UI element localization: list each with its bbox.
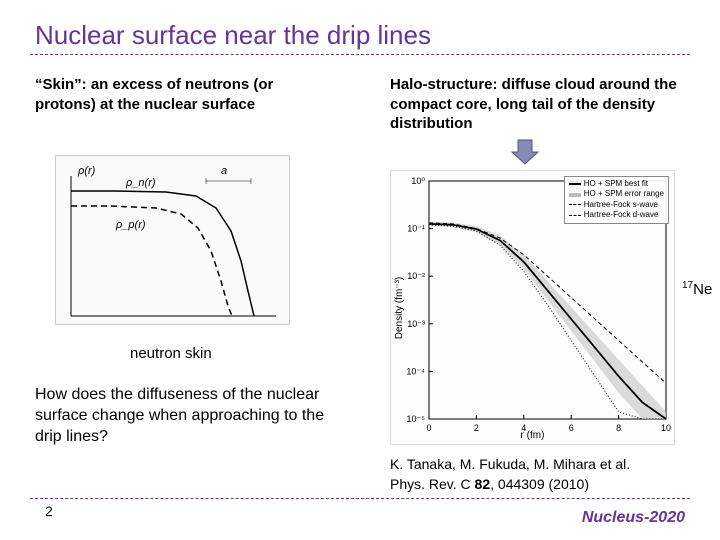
x-axis-label: r (fm) bbox=[521, 430, 545, 441]
footer-divider bbox=[30, 498, 690, 499]
title-divider bbox=[30, 54, 690, 55]
svg-text:10⁰: 10⁰ bbox=[411, 176, 425, 186]
y-axis-label: Density (fm⁻³) bbox=[394, 276, 405, 339]
chart-legend: HO + SPM best fitHO + SPM error rangeHar… bbox=[564, 176, 669, 224]
conference-label: Nucleus-2020 bbox=[582, 509, 685, 527]
halo-description: Halo-structure: diffuse cloud around the… bbox=[390, 75, 690, 134]
svg-text:a: a bbox=[221, 165, 227, 177]
skin-description: “Skin”: an excess of neutrons (or proton… bbox=[35, 75, 325, 114]
slide-title: Nuclear surface near the drip lines bbox=[35, 20, 431, 51]
svg-text:10: 10 bbox=[661, 423, 671, 433]
svg-text:ρ_p(r): ρ_p(r) bbox=[115, 219, 146, 231]
citation-authors: K. Tanaka, M. Fukuda, M. Mihara et al. bbox=[390, 456, 630, 472]
svg-text:ρ_n(r): ρ_n(r) bbox=[125, 177, 156, 189]
svg-text:10⁻⁴: 10⁻⁴ bbox=[406, 366, 425, 376]
neutron-skin-label: neutron skin bbox=[130, 345, 212, 362]
down-arrow-icon bbox=[510, 138, 540, 166]
research-question: How does the diffuseness of the nuclear … bbox=[35, 385, 345, 447]
svg-text:0: 0 bbox=[426, 423, 431, 433]
svg-text:6: 6 bbox=[569, 423, 574, 433]
page-number: 2 bbox=[45, 503, 53, 519]
svg-text:10⁻²: 10⁻² bbox=[407, 271, 425, 281]
svg-text:10⁻¹: 10⁻¹ bbox=[407, 224, 425, 234]
svg-text:10⁻⁵: 10⁻⁵ bbox=[407, 414, 426, 424]
svg-text:2: 2 bbox=[474, 423, 479, 433]
density-profile-chart: ρ(r) ρ_n(r) ρ_p(r) a bbox=[55, 155, 290, 325]
svg-text:10⁻³: 10⁻³ bbox=[407, 319, 425, 329]
svg-text:8: 8 bbox=[616, 423, 621, 433]
svg-text:ρ(r): ρ(r) bbox=[77, 165, 96, 177]
halo-density-chart: 10⁻⁵10⁻⁴10⁻³10⁻²10⁻¹10⁰0246810 HO + SPM … bbox=[390, 170, 675, 445]
citation-reference: Phys. Rev. C 82, 044309 (2010) bbox=[390, 476, 589, 492]
isotope-label: 17Ne bbox=[682, 280, 712, 298]
